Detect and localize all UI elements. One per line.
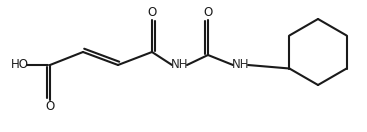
Text: HO: HO (11, 58, 29, 72)
Text: O: O (148, 6, 157, 20)
Text: NH: NH (171, 58, 189, 72)
Text: NH: NH (232, 58, 250, 72)
Text: O: O (203, 6, 212, 20)
Text: O: O (46, 100, 55, 114)
